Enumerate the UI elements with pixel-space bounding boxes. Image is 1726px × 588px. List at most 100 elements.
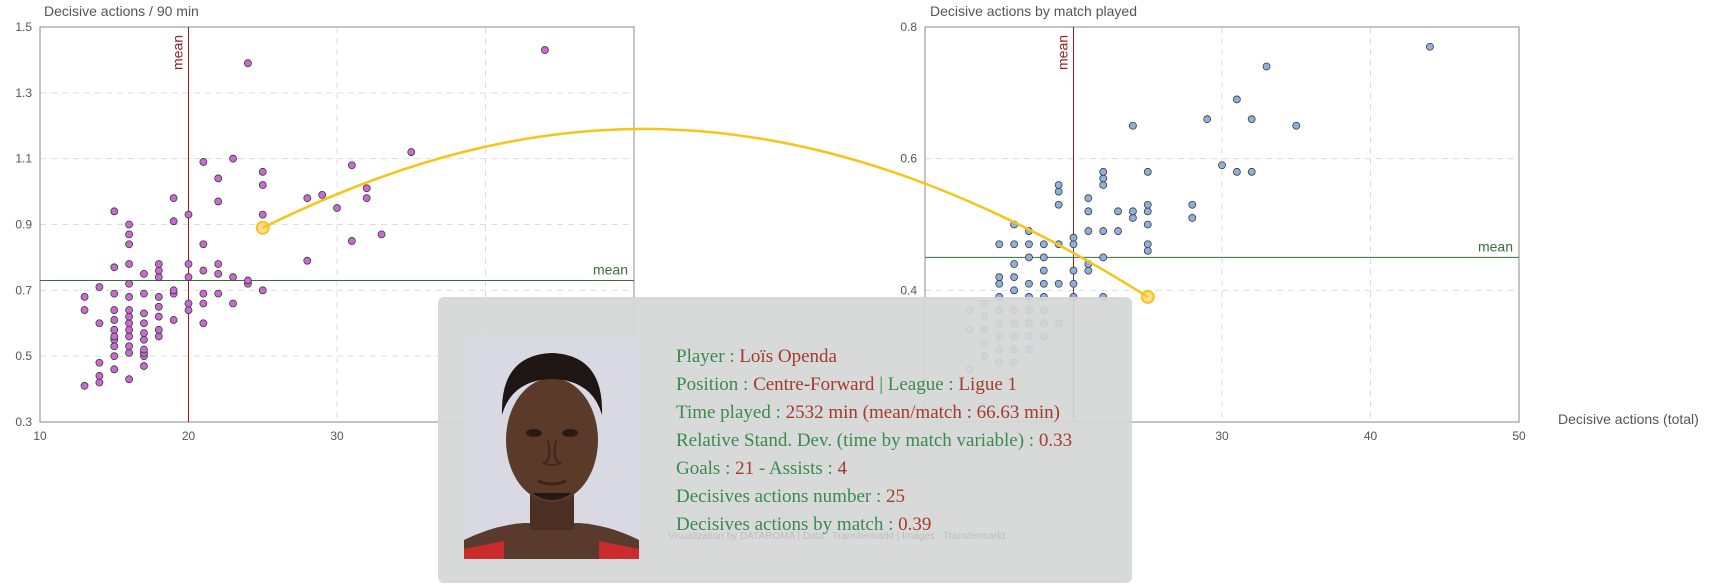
left-data-point — [110, 332, 119, 341]
right-data-point — [1010, 286, 1018, 295]
rsd-label: Relative Stand. Dev. (time by match vari… — [676, 430, 1039, 451]
left-data-point — [140, 319, 148, 328]
left-data-point — [125, 348, 134, 357]
da-match-value: 0.39 — [898, 514, 932, 535]
right-data-point — [1247, 167, 1256, 176]
left-data-point — [154, 302, 163, 311]
right-data-point — [1054, 279, 1063, 288]
da-match-label: Decisives actions by match : — [676, 514, 899, 535]
separator: | — [874, 374, 888, 395]
left-data-point — [184, 273, 193, 282]
left-data-point — [362, 194, 371, 203]
left-data-point — [154, 312, 163, 321]
left-data-point — [333, 204, 341, 212]
right-data-point — [1143, 167, 1152, 176]
right-y-tick-label: 0.4 — [900, 283, 917, 297]
right-data-point — [1054, 200, 1063, 209]
left-data-point — [214, 174, 223, 183]
time-value: 2532 min (mean/match : 66.63 min) — [785, 402, 1061, 423]
right-data-point — [1025, 253, 1033, 262]
right-data-point — [1069, 233, 1078, 242]
right-data-point — [1099, 227, 1108, 235]
right-data-point — [1143, 207, 1152, 216]
right-data-point — [1010, 273, 1018, 282]
left-mean-y-label: mean — [593, 261, 628, 277]
left-data-point — [169, 286, 178, 295]
left-data-point — [169, 316, 178, 324]
player-portrait-image — [464, 335, 639, 559]
right-data-point — [1010, 240, 1018, 249]
left-data-point — [95, 319, 104, 328]
left-data-point — [214, 197, 223, 206]
time-label: Time played : — [676, 402, 786, 423]
da-number-label: Decisives actions number : — [676, 486, 887, 507]
right-data-point — [1292, 121, 1301, 130]
chart-left-title: Decisive actions / 90 min — [44, 3, 199, 19]
league-label: League : — [887, 374, 959, 395]
left-data-point — [80, 381, 89, 390]
right-data-point — [1099, 167, 1108, 176]
left-data-point — [140, 329, 148, 338]
right-data-point — [1010, 260, 1018, 268]
right-data-point — [1143, 240, 1152, 249]
left-y-tick-label: 1.5 — [15, 20, 32, 34]
right-data-point — [1247, 115, 1256, 124]
left-data-point — [140, 362, 148, 370]
right-data-point — [1039, 279, 1048, 288]
left-data-point — [125, 260, 134, 268]
left-data-point — [125, 230, 134, 239]
player-photo — [464, 335, 639, 559]
left-data-point — [214, 289, 223, 298]
left-data-point — [110, 207, 119, 216]
left-data-point — [184, 260, 193, 268]
left-data-point — [184, 299, 193, 308]
left-data-point — [110, 365, 119, 374]
left-data-point — [229, 299, 237, 308]
rsd-value: 0.33 — [1038, 430, 1073, 451]
left-data-point — [154, 260, 163, 268]
left-data-point — [541, 46, 549, 54]
connector-curve — [262, 127, 1149, 298]
right-data-point — [1069, 240, 1078, 249]
player-value: Loïs Openda — [739, 346, 837, 367]
left-data-point — [154, 266, 163, 275]
left-y-tick-label: 1.1 — [15, 152, 32, 166]
left-y-tick-label: 1.3 — [15, 86, 32, 100]
left-data-point — [125, 375, 134, 384]
right-plot-frame — [924, 26, 1520, 423]
left-data-point — [110, 306, 119, 314]
left-data-point — [140, 345, 148, 354]
left-data-point — [95, 378, 104, 387]
left-data-point — [80, 293, 89, 301]
right-data-point — [1203, 115, 1212, 124]
left-data-point — [407, 148, 416, 156]
right-data-point — [1129, 214, 1137, 222]
right-data-point — [1084, 194, 1093, 203]
left-data-point — [199, 158, 208, 166]
right-mean-x-label: mean — [1055, 35, 1071, 70]
right-data-point — [1084, 227, 1093, 235]
right-data-point — [1099, 253, 1108, 262]
left-data-point — [258, 210, 267, 219]
left-data-point — [110, 342, 119, 351]
left-data-point — [110, 289, 119, 298]
left-data-point — [258, 181, 267, 189]
credit-text: Visualization by DATAROMA | Data : Trans… — [668, 531, 1005, 542]
left-data-point — [125, 220, 134, 229]
left-data-point — [125, 279, 134, 288]
left-y-tick-label: 0.9 — [15, 218, 32, 232]
right-x-tick-label: 30 — [1215, 429, 1229, 443]
assists-label: - Assists : — [754, 458, 838, 479]
left-data-point — [214, 260, 223, 268]
left-data-point — [154, 325, 163, 334]
left-data-point — [243, 276, 252, 285]
left-data-point — [199, 266, 208, 275]
right-data-point — [1143, 246, 1152, 255]
right-data-point — [1232, 95, 1241, 104]
right-data-point — [995, 273, 1004, 282]
left-data-point — [125, 312, 134, 321]
chart-right-title: Decisive actions by match played — [930, 3, 1137, 19]
left-data-point — [140, 269, 148, 278]
assists-value: 4 — [837, 458, 848, 479]
